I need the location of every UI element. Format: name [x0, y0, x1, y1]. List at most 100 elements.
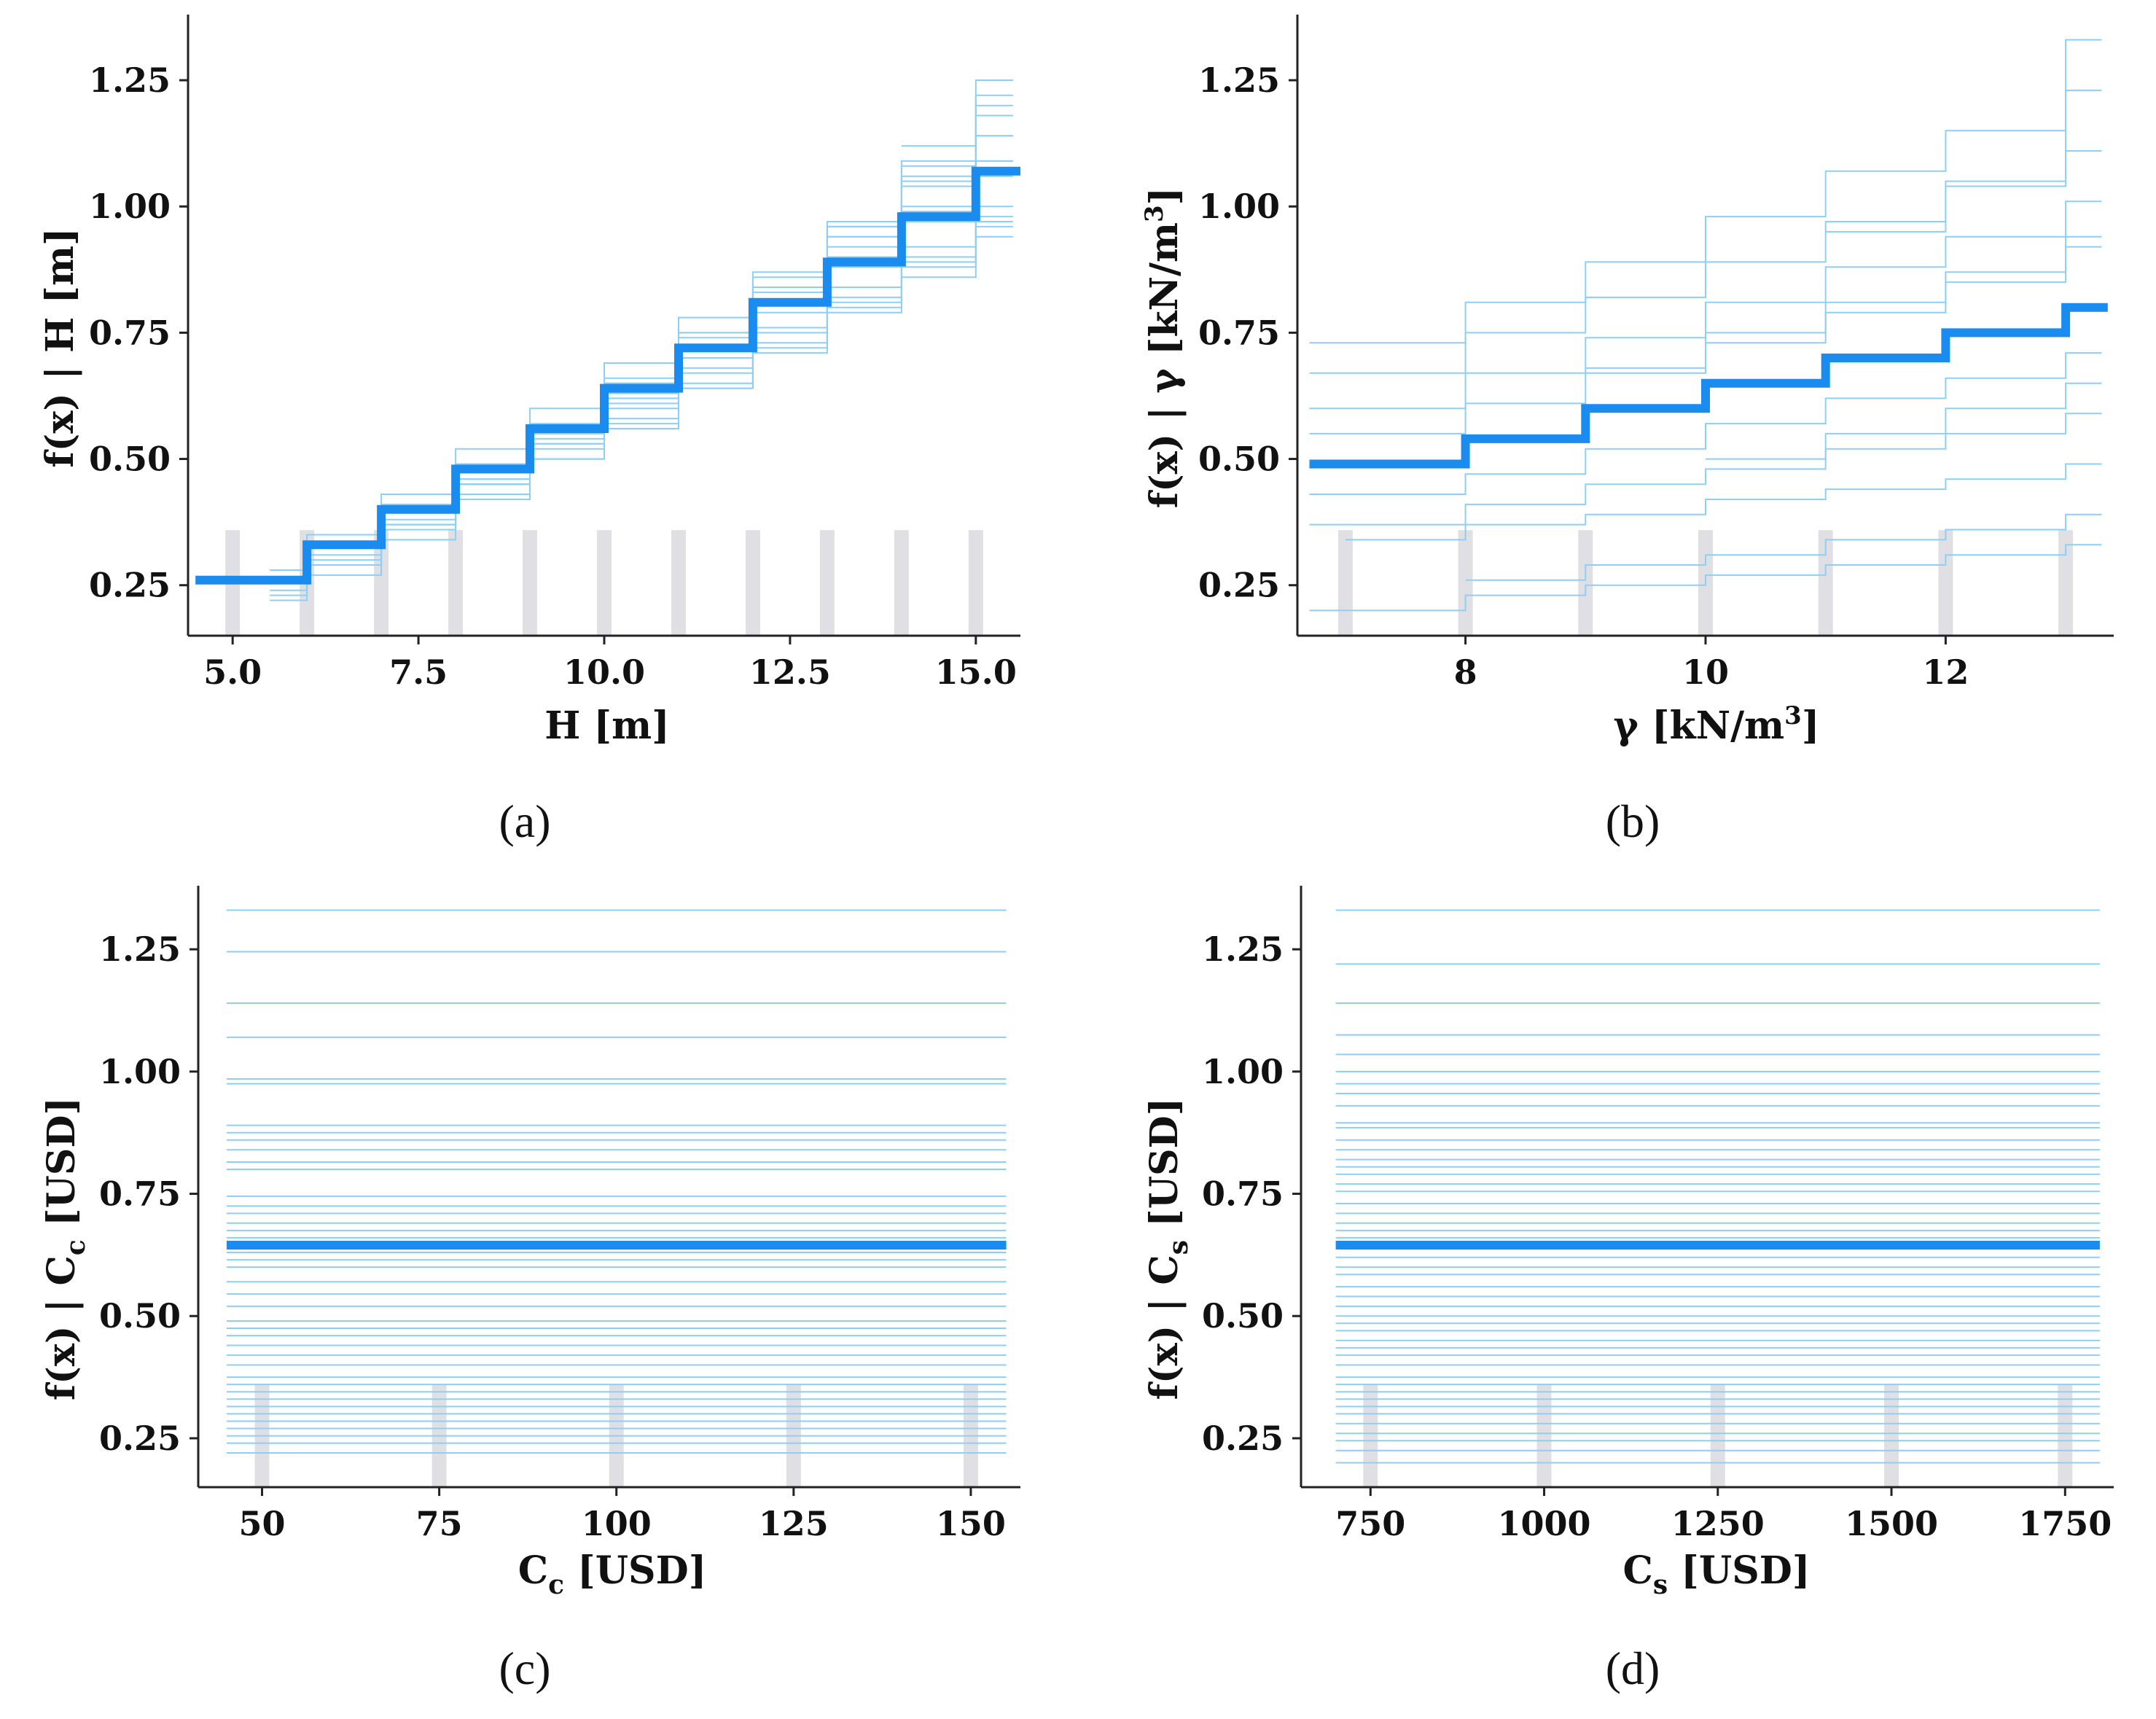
panel-caption: (a)	[499, 795, 550, 847]
y-tick-label: 0.50	[99, 1296, 181, 1336]
y-tick-label: 0.25	[99, 1419, 181, 1458]
ice-line	[381, 135, 1013, 526]
ice-line	[901, 79, 1013, 147]
ice-lines-layer	[1335, 909, 2100, 1464]
panel-caption: (c)	[499, 1642, 550, 1694]
y-tick-label: 1.00	[99, 1052, 181, 1091]
ice-lines-layer	[1309, 39, 2102, 612]
ice-line	[1706, 382, 2102, 460]
ice-line	[1309, 200, 2102, 410]
x-tick-label: 1250	[1671, 1504, 1765, 1543]
y-axis-label: f(x) | H [m]	[38, 227, 82, 467]
rug-mark	[523, 530, 538, 636]
y-tick-label: 0.50	[89, 440, 171, 479]
rug-mark	[1458, 530, 1473, 636]
x-axis-label: γ [kN/m3]	[1614, 701, 1820, 748]
y-tick-label: 0.50	[1202, 1296, 1284, 1336]
x-tick-label: 15.0	[935, 652, 1017, 692]
x-tick-label: 12.5	[749, 652, 831, 692]
x-tick-label: 7.5	[389, 652, 448, 692]
x-tick-label: 12	[1922, 652, 1969, 692]
y-axis-label: f(x) | Cc [USD]	[39, 1097, 91, 1400]
ticks: 8 10 12 0.25 0.50 0.75 1.00 1.25	[1198, 61, 1969, 692]
rug-mark	[745, 530, 760, 636]
y-tick-label: 0.50	[1198, 440, 1280, 479]
ice-line	[827, 114, 1013, 238]
x-tick-label: 8	[1454, 652, 1477, 692]
ticks: 750 1000 1250 1500 1750 0.25 0.50 0.75 1.00 1.25	[1202, 929, 2112, 1543]
rug-layer	[1337, 530, 2074, 636]
rug-mark	[968, 530, 983, 636]
x-tick-label: 1750	[2018, 1504, 2112, 1543]
rug-mark	[1578, 530, 1593, 636]
pdp-line	[1309, 303, 2108, 469]
y-tick-label: 1.00	[1198, 187, 1280, 226]
ice-line	[1585, 235, 2102, 369]
x-tick-label: 75	[416, 1504, 463, 1543]
panel-c: 50 75 100 125 150 0.25 0.50 0.75 1.00 1.25 Cc [US…	[39, 886, 1020, 1694]
ticks: 5.0 7.5 10.0 12.5 15.0 0.25 0.50 0.75 1.00 1.25	[89, 61, 1017, 692]
ice-line	[456, 175, 1013, 486]
y-tick-label: 0.25	[1202, 1419, 1284, 1458]
y-tick-label: 1.00	[89, 187, 171, 226]
ice-line	[1309, 544, 2102, 612]
x-tick-label: 1000	[1498, 1504, 1591, 1543]
x-tick-label: 1500	[1845, 1504, 1938, 1543]
x-tick-label: 750	[1335, 1504, 1405, 1543]
y-axis-label: f(x) | Cs [USD]	[1142, 1098, 1194, 1400]
panel-caption: (b)	[1606, 795, 1660, 847]
ice-line	[1309, 352, 2102, 495]
y-tick-label: 1.00	[1202, 1052, 1284, 1091]
y-tick-label: 0.75	[1198, 313, 1280, 352]
ice-line	[381, 216, 1013, 541]
ice-line	[1825, 39, 2102, 233]
ice-line	[604, 225, 1013, 429]
rug-mark	[1938, 530, 1953, 636]
ice-line	[1309, 413, 2102, 526]
rug-mark	[671, 530, 686, 636]
y-tick-label: 0.75	[89, 313, 171, 352]
rug-mark	[597, 530, 612, 636]
rug-mark	[1818, 530, 1833, 636]
rug-mark	[1363, 1384, 1378, 1487]
rug-mark	[374, 530, 389, 636]
axes	[1300, 886, 2114, 1489]
rug-mark	[1536, 1384, 1552, 1487]
rug-mark	[1337, 530, 1353, 636]
pdp-line	[195, 166, 1020, 585]
x-tick-label: 50	[239, 1504, 286, 1543]
rug-mark	[1710, 1384, 1725, 1487]
x-tick-label: 10	[1682, 652, 1729, 692]
rug-mark	[819, 530, 835, 636]
ticks: 50 75 100 125 150 0.25 0.50 0.75 1.00 1.25	[99, 929, 1006, 1543]
y-tick-label: 0.25	[1198, 566, 1280, 605]
pdp-line-layer	[1309, 303, 2108, 469]
ice-line	[1309, 89, 2102, 344]
x-axis-label: Cc [USD]	[518, 1548, 707, 1600]
y-tick-label: 0.75	[99, 1174, 181, 1214]
y-axis-label: f(x) | γ [kN/m3]	[1140, 187, 1187, 509]
panel-b: 8 10 12 0.25 0.50 0.75 1.00 1.25 γ [kN/m3] f(x)…	[1140, 15, 2114, 847]
x-tick-label: 5.0	[203, 652, 262, 692]
ice-line	[1309, 150, 2102, 374]
x-axis-label: Cs [USD]	[1623, 1548, 1811, 1600]
rug-layer	[225, 530, 983, 636]
y-tick-label: 0.25	[89, 566, 171, 605]
ice-line	[1345, 463, 2102, 541]
panel-caption: (d)	[1606, 1642, 1660, 1694]
pdp-line-layer	[195, 166, 1020, 585]
rug-mark	[2058, 1384, 2073, 1487]
rug-mark	[894, 530, 909, 636]
ice-line	[1465, 513, 2102, 581]
x-tick-label: 100	[582, 1504, 652, 1543]
rug-mark	[2058, 530, 2074, 636]
rug-mark	[448, 530, 464, 636]
y-tick-label: 1.25	[99, 929, 181, 969]
x-tick-label: 150	[936, 1504, 1006, 1543]
panel-d: 750 1000 1250 1500 17500.250.500.751.001.25 …	[1142, 886, 2114, 1694]
rug-mark	[1884, 1384, 1899, 1487]
x-axis-label: H [m]	[544, 703, 669, 748]
y-tick-label: 1.25	[1202, 929, 1284, 969]
axes	[197, 886, 1020, 1489]
